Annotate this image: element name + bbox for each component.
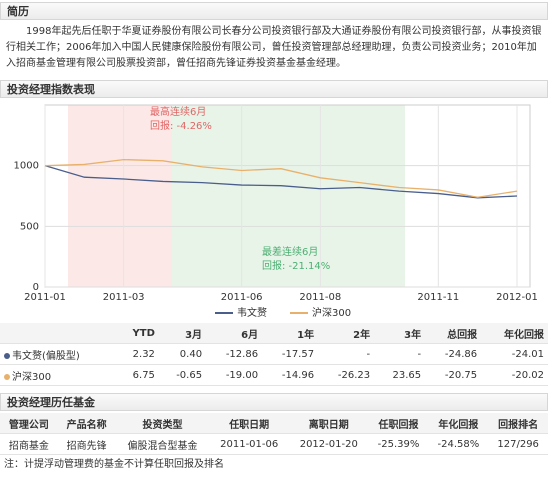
header-cell: 离职日期 (288, 413, 369, 434)
cell: 招商先锋 (57, 433, 116, 455)
x-tick-label: 2011-11 (417, 292, 459, 303)
cell: -20.02 (481, 364, 548, 386)
section-header: 投资经理指数表现 (0, 80, 548, 98)
x-tick-label: 2011-08 (299, 292, 341, 303)
header-cell: 管理公司 (0, 413, 58, 434)
cell: 2012-01-20 (288, 433, 369, 455)
y-tick-label: 0 (33, 282, 39, 293)
section-header: 简历 (0, 2, 548, 20)
cell: -24.86 (425, 343, 482, 365)
row-name: 韦文赘(偏股型) (0, 343, 117, 365)
series-line (44, 158, 518, 198)
cell: - (318, 343, 375, 365)
annotation-title: 最高连续6月 (150, 105, 206, 118)
x-tick-label: 2011-03 (103, 292, 145, 303)
x-tick-label: 2011-01 (24, 292, 66, 303)
cell: 23.65 (374, 364, 426, 386)
cell: -0.65 (158, 364, 207, 386)
header-cell: 任职日期 (209, 413, 289, 434)
header-cell: 3年 (374, 323, 426, 344)
annotation-title: 最差连续6月 (262, 245, 318, 258)
cell: -25.39% (368, 433, 429, 455)
resume-text: 1998年起先后任职于华夏证券股份有限公司长春分公司投资银行部及大通证券股份有限… (6, 26, 542, 69)
section-header: 投资经理历任基金 (0, 393, 548, 411)
header-cell: 1年 (262, 323, 319, 344)
header-cell: 年化回报 (428, 413, 489, 434)
header-cell: 投资类型 (115, 413, 210, 434)
header-cell: 2年 (318, 323, 375, 344)
row-marker (4, 352, 10, 359)
cell: 偏股混合型基金 (115, 433, 210, 455)
header-row: YTD 3月 6月 1年 2年 3年 总回报 年化回报 (0, 323, 548, 344)
row-label: 韦文赘(偏股型) (12, 350, 80, 362)
x-tick-label: 2011-06 (221, 292, 263, 303)
x-tick-label: 2012-01 (496, 292, 538, 303)
cell: -24.58% (428, 433, 489, 455)
header-cell (0, 323, 117, 344)
worst-window (172, 105, 405, 287)
y-tick-label: 1000 (14, 161, 39, 172)
returns-table: YTD 3月 6月 1年 2年 3年 总回报 年化回报韦文赘(偏股型) 2.32 0.40 -12.… (0, 323, 548, 386)
legend-label: 沪深300 (312, 306, 351, 319)
header-cell: YTD (116, 323, 159, 344)
header-cell: 回报排名 (488, 413, 548, 434)
header-row: 管理公司 产品名称 投资类型 任职日期 离职日期 任职回报 年化回报 回报排名 (0, 413, 548, 434)
row-label: 沪深300 (12, 371, 52, 383)
header-cell: 年化回报 (481, 323, 548, 344)
cell: 招商基金 (0, 433, 58, 455)
cell: 2011-01-06 (209, 433, 289, 455)
cell: -17.57 (262, 343, 319, 365)
chart: 0 500 1000 2011-01 2011-03 2011-06 2011-08 2011… (14, 104, 538, 319)
header-cell: 3月 (158, 323, 207, 344)
row: 韦文赘(偏股型) 2.32 0.40 -12.86 -17.57- - -24.86 -24.… (0, 343, 548, 365)
cell: -19.00 (206, 364, 263, 386)
cell: 127/296 (488, 433, 548, 455)
legend-label: 韦文赘 (237, 306, 267, 319)
cell: 2.32 (116, 343, 159, 365)
header-cell: 6月 (206, 323, 263, 344)
cell: -14.96 (262, 364, 319, 386)
row-marker (4, 373, 10, 380)
row: 沪深300 6.75 -0.65 -19.00 -14.96 -26.23 23.65 -20… (0, 364, 548, 386)
y-tick-label: 500 (20, 221, 39, 232)
annotation-text: 回报: -4.26% (150, 119, 212, 132)
cell: 6.75 (116, 364, 159, 386)
cell: - (374, 343, 426, 365)
row: 招商基金 招商先锋 偏股混合型基金 2011-01-06 2012-01-20 -25.3… (0, 433, 548, 455)
best-window (68, 105, 172, 287)
history-table: 管理公司 产品名称 投资类型 任职日期 离职日期 任职回报 年化回报 回报排名 招商基金 招商先锋… (0, 413, 548, 455)
cell: -12.86 (206, 343, 263, 365)
header-cell: 总回报 (425, 323, 482, 344)
cell: 0.40 (158, 343, 207, 365)
row-name: 沪深300 (0, 364, 117, 386)
cell: -20.75 (425, 364, 482, 386)
series-line (44, 165, 518, 199)
cell: -26.23 (318, 364, 375, 386)
note: 注：计提浮动管理费的基金不计算任职回报及排名 (4, 459, 224, 470)
header-cell: 任职回报 (368, 413, 429, 434)
header-cell: 产品名称 (57, 413, 116, 434)
cell: -24.01 (481, 343, 548, 365)
annotation-text: 回报: -21.14% (262, 259, 330, 272)
